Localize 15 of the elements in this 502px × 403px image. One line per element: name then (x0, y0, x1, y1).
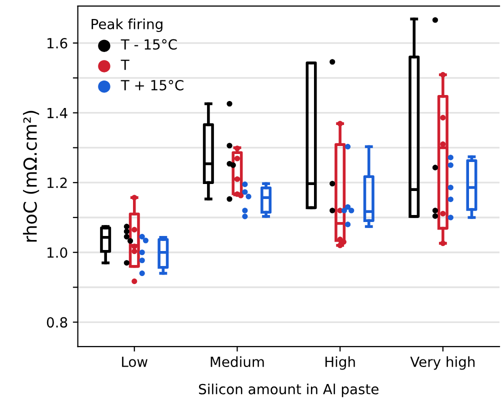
x-tick-label: Medium (210, 356, 264, 368)
legend-label: T + 15°C (120, 80, 184, 90)
text: 1.0 (48, 247, 68, 258)
legend-label: T - 15°C (120, 39, 177, 50)
y-tick-label: 1.4 (48, 108, 68, 118)
x-tick-label: Low (122, 356, 148, 368)
y-tick-label: 1.2 (48, 178, 67, 188)
legend-label: T (120, 60, 130, 70)
y-axis-title: rhoC (mΩ.cm²) (22, 110, 40, 242)
x-axis-title: Silicon amount in Al paste (198, 384, 378, 398)
y-tick-label: 0.8 (46, 317, 68, 328)
legend-title: Peak firing (92, 18, 162, 32)
y-tick-label: 1.6 (48, 38, 68, 49)
x-tick-label: High (325, 356, 355, 370)
x-tick-label: Very high (410, 356, 475, 370)
